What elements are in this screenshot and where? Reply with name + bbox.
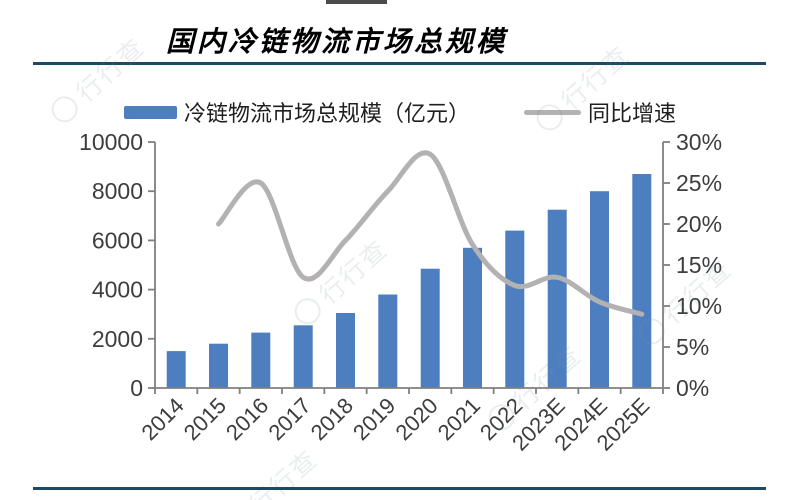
x-axis-tick-label: 2015 (179, 393, 231, 445)
left-axis-tick-label: 10000 (79, 129, 143, 155)
chart-title: 国内冷链物流市场总规模 (166, 27, 508, 58)
x-axis-tick-label: 2016 (221, 393, 273, 445)
right-axis-tick-label: 30% (676, 129, 722, 155)
bar-2024E (590, 191, 609, 388)
bar-2023E (547, 209, 567, 388)
x-axis-tick-label: 2018 (306, 393, 358, 445)
legend-label-growth: 同比增速 (588, 102, 677, 127)
bar-2018 (336, 313, 355, 388)
x-axis-tick-label: 2020 (390, 393, 442, 445)
chart-legend: 冷链物流市场总规模（亿元） 同比增速 (124, 96, 676, 128)
bar-2016 (251, 332, 271, 388)
bar-2014 (166, 351, 186, 388)
right-axis-tick-label: 15% (676, 252, 722, 278)
legend-item-growth: 同比增速 (524, 96, 676, 128)
legend-label-market-size: 冷链物流市场总规模（亿元） (184, 102, 471, 127)
x-axis-tick-label: 2019 (348, 393, 400, 445)
left-axis-tick-label: 0 (130, 375, 143, 401)
right-axis-tick-label: 0% (676, 375, 709, 401)
x-axis-tick-label: 2021 (433, 393, 485, 445)
right-axis-tick-label: 25% (676, 170, 722, 196)
bar-2025E (632, 174, 652, 388)
legend-item-market-size: 冷链物流市场总规模（亿元） (124, 96, 470, 128)
bar-2019 (378, 294, 398, 388)
bottom-divider (33, 487, 766, 490)
growth-line (216, 150, 645, 317)
left-axis-tick-label: 6000 (92, 227, 143, 253)
right-axis-tick-label: 5% (676, 334, 709, 360)
right-axis-tick-label: 10% (676, 293, 722, 319)
bar-series-swatch-icon (124, 105, 177, 119)
x-axis-tick-label: 2017 (263, 393, 315, 445)
bar-2020 (420, 268, 440, 388)
left-axis-tick-label: 2000 (92, 326, 143, 352)
title-divider (33, 62, 766, 65)
bar-2022 (505, 230, 525, 388)
top-artifact-bar (326, 0, 387, 4)
x-axis-tick-label: 2014 (136, 393, 188, 445)
bar-2021 (463, 247, 482, 388)
line-series-swatch-icon (524, 109, 582, 115)
right-axis-tick-label: 20% (676, 211, 722, 237)
left-axis-tick-label: 8000 (92, 178, 143, 204)
left-axis-tick-label: 4000 (92, 277, 143, 303)
bar-2017 (293, 325, 313, 388)
bar-2015 (209, 343, 228, 388)
